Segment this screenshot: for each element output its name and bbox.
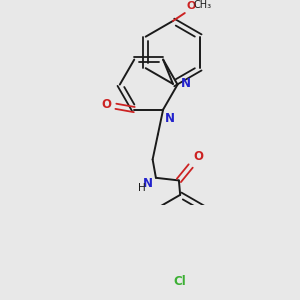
Text: N: N	[165, 112, 175, 124]
Text: Cl: Cl	[174, 275, 187, 288]
Text: H: H	[138, 183, 145, 193]
Text: N: N	[181, 77, 191, 90]
Text: N: N	[143, 177, 153, 190]
Text: CH₃: CH₃	[193, 0, 212, 10]
Text: O: O	[102, 98, 112, 112]
Text: O: O	[187, 1, 196, 11]
Text: O: O	[193, 150, 203, 164]
